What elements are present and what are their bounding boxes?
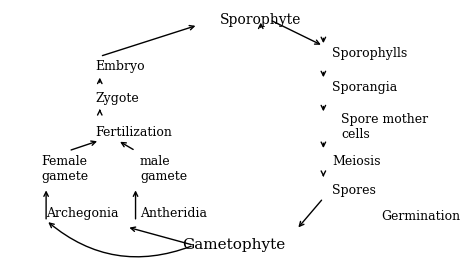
Text: Spore mother
cells: Spore mother cells	[341, 113, 428, 141]
Text: Germination: Germination	[382, 210, 461, 223]
Text: Fertilization: Fertilization	[95, 126, 172, 139]
Text: Zygote: Zygote	[95, 92, 139, 105]
Text: Archegonia: Archegonia	[46, 207, 118, 220]
Text: Spores: Spores	[332, 184, 376, 197]
Text: Meiosis: Meiosis	[332, 155, 381, 168]
Text: Antheridia: Antheridia	[140, 207, 207, 220]
Text: male
gamete: male gamete	[140, 155, 187, 183]
Text: Sporophylls: Sporophylls	[332, 47, 408, 60]
Text: Sporophyte: Sporophyte	[220, 13, 301, 27]
Text: Gametophyte: Gametophyte	[182, 238, 285, 252]
Text: Embryo: Embryo	[95, 60, 145, 73]
Text: Sporangia: Sporangia	[332, 81, 398, 94]
Text: Female
gamete: Female gamete	[42, 155, 89, 183]
